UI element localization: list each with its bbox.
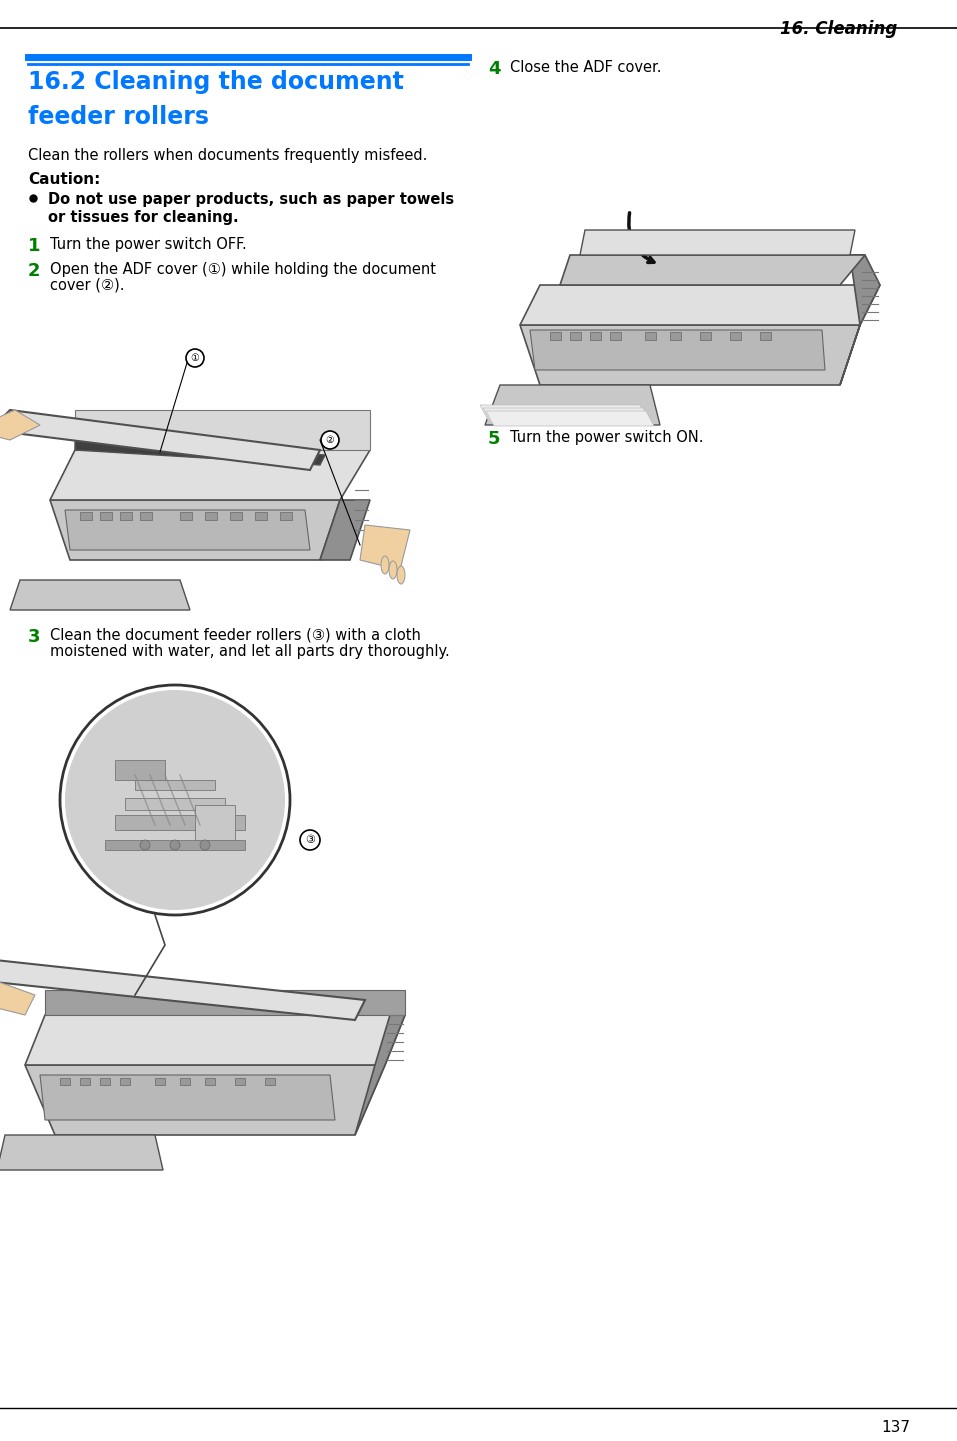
Ellipse shape (397, 566, 405, 584)
Text: cover (②).: cover (②). (50, 278, 124, 293)
Text: Clean the rollers when documents frequently misfeed.: Clean the rollers when documents frequen… (28, 148, 428, 163)
Text: Turn the power switch ON.: Turn the power switch ON. (510, 429, 703, 445)
Circle shape (321, 431, 339, 450)
Text: ③: ③ (305, 834, 315, 844)
Polygon shape (0, 411, 40, 440)
Bar (120, 512, 132, 520)
Bar (265, 1078, 275, 1085)
Polygon shape (25, 1014, 405, 1065)
Text: feeder rollers: feeder rollers (28, 105, 209, 130)
Polygon shape (480, 405, 648, 419)
Bar (205, 512, 217, 520)
Polygon shape (580, 231, 855, 255)
Bar (115, 759, 165, 780)
Bar (610, 331, 621, 340)
Bar (105, 840, 245, 850)
Text: or tissues for cleaning.: or tissues for cleaning. (48, 210, 238, 225)
Circle shape (186, 349, 204, 367)
Polygon shape (25, 1065, 385, 1136)
Bar (235, 1078, 245, 1085)
Ellipse shape (389, 561, 397, 579)
Bar (100, 1078, 110, 1085)
Bar (280, 512, 292, 520)
Polygon shape (40, 1075, 335, 1120)
Text: 2: 2 (28, 262, 40, 280)
Bar (255, 512, 267, 520)
Polygon shape (485, 385, 660, 425)
Bar (645, 331, 656, 340)
Text: 137: 137 (881, 1419, 910, 1435)
Polygon shape (50, 450, 370, 500)
Text: moistened with water, and let all parts dry thoroughly.: moistened with water, and let all parts … (50, 644, 450, 659)
Polygon shape (0, 411, 320, 470)
Text: Caution:: Caution: (28, 171, 100, 187)
Text: Turn the power switch OFF.: Turn the power switch OFF. (50, 236, 247, 252)
Text: Do not use paper products, such as paper towels: Do not use paper products, such as paper… (48, 192, 455, 208)
Bar (570, 331, 581, 340)
Bar (60, 1078, 70, 1085)
Bar (180, 512, 192, 520)
Circle shape (300, 830, 320, 850)
Text: 16. Cleaning: 16. Cleaning (780, 20, 898, 37)
Polygon shape (50, 500, 340, 561)
Text: Clean the document feeder rollers (③) with a cloth: Clean the document feeder rollers (③) wi… (50, 628, 421, 643)
Bar (115, 816, 245, 830)
Polygon shape (10, 579, 190, 610)
Bar (760, 331, 771, 340)
Bar (80, 512, 92, 520)
Bar (670, 331, 681, 340)
Polygon shape (520, 285, 880, 326)
Bar (135, 780, 215, 790)
Bar (205, 1078, 215, 1085)
Ellipse shape (381, 556, 389, 574)
Circle shape (170, 840, 180, 850)
Text: ①: ① (190, 353, 199, 363)
Polygon shape (530, 330, 825, 370)
Polygon shape (75, 411, 370, 450)
Circle shape (140, 840, 150, 850)
Polygon shape (65, 510, 310, 550)
Text: 16.2 Cleaning the document: 16.2 Cleaning the document (28, 71, 404, 94)
Bar (120, 1078, 130, 1085)
Polygon shape (486, 411, 654, 427)
Polygon shape (0, 977, 35, 1014)
Polygon shape (45, 990, 405, 1014)
Polygon shape (320, 500, 370, 561)
Bar (80, 1078, 90, 1085)
Bar (550, 331, 561, 340)
Circle shape (200, 840, 210, 850)
Polygon shape (520, 326, 860, 385)
Polygon shape (360, 525, 410, 571)
Bar (155, 1078, 165, 1085)
Bar (180, 1078, 190, 1085)
Text: 1: 1 (28, 236, 40, 255)
Circle shape (65, 690, 285, 911)
Polygon shape (0, 1136, 163, 1170)
Polygon shape (0, 960, 365, 1020)
Bar (100, 512, 112, 520)
Bar (590, 331, 601, 340)
Text: Open the ADF cover (①) while holding the document: Open the ADF cover (①) while holding the… (50, 262, 436, 277)
Polygon shape (483, 408, 651, 424)
Circle shape (60, 684, 290, 915)
Polygon shape (75, 437, 325, 465)
Polygon shape (560, 255, 865, 285)
Bar (230, 512, 242, 520)
Text: 4: 4 (488, 61, 501, 78)
Bar (730, 331, 741, 340)
Bar (125, 798, 225, 810)
Polygon shape (840, 255, 880, 385)
Polygon shape (355, 1014, 405, 1136)
Bar (140, 512, 152, 520)
Bar (195, 806, 235, 840)
Text: 5: 5 (488, 429, 501, 448)
Text: Close the ADF cover.: Close the ADF cover. (510, 61, 661, 75)
Text: 3: 3 (28, 628, 40, 646)
Bar (700, 331, 711, 340)
Text: ②: ② (325, 435, 334, 445)
